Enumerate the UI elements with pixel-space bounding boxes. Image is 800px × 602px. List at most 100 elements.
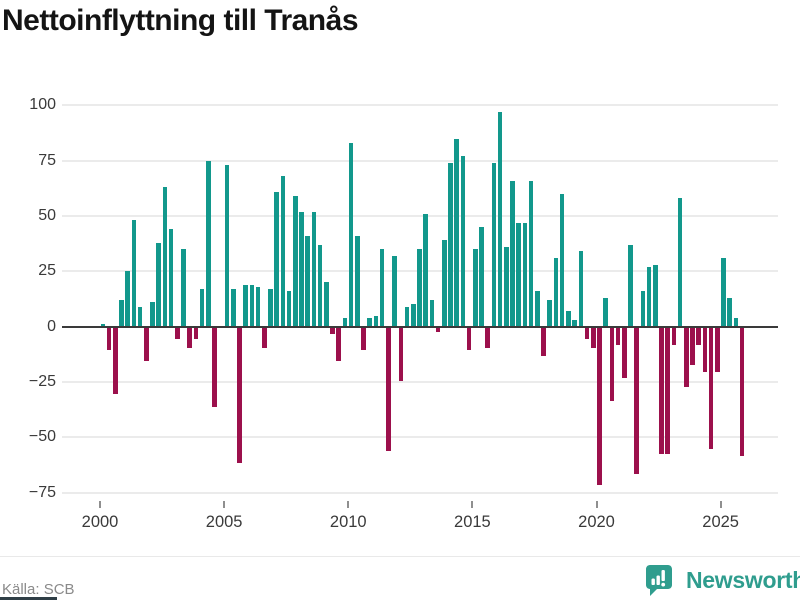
- bar: [696, 327, 701, 346]
- gridline: [62, 491, 778, 494]
- page-title: Nettoinflyttning till Tranås: [2, 4, 359, 37]
- bar: [212, 327, 217, 408]
- bar: [578, 251, 584, 327]
- bar: [237, 327, 242, 463]
- x-axis-tick-label: 2000: [81, 513, 119, 531]
- gridline: [62, 104, 778, 107]
- x-axis-tick-mark: [99, 501, 101, 508]
- bar: [547, 300, 553, 327]
- bar: [448, 162, 453, 327]
- bar: [243, 284, 248, 327]
- gridline: [62, 215, 778, 217]
- bar: [454, 138, 459, 327]
- y-axis-tick-label: −50: [28, 428, 56, 446]
- bar: [559, 193, 565, 327]
- bar: [541, 327, 546, 357]
- bar: [398, 327, 404, 381]
- bar: [733, 317, 739, 327]
- newsworthy-logo-text: Newsworthy: [686, 567, 800, 593]
- bar: [410, 304, 416, 327]
- bar: [373, 315, 379, 327]
- bar: [584, 327, 590, 339]
- bar: [355, 235, 360, 327]
- bar: [640, 291, 646, 327]
- x-axis-tick-label: 2015: [454, 513, 491, 531]
- bar: [472, 249, 478, 327]
- bar: [702, 327, 708, 372]
- bar: [131, 220, 137, 327]
- x-axis-tick-label: 2010: [329, 513, 367, 531]
- bar: [342, 317, 348, 327]
- x-axis-tick-label: 2020: [578, 513, 615, 531]
- bar: [119, 300, 124, 327]
- bar: [113, 327, 118, 394]
- bar: [535, 291, 540, 327]
- bar: [497, 112, 503, 327]
- bar: [230, 289, 236, 327]
- bar: [504, 246, 509, 327]
- bar: [249, 284, 255, 327]
- bar: [125, 271, 131, 327]
- x-axis-tick-label: 2005: [205, 513, 243, 531]
- gridline: [62, 436, 778, 439]
- x-axis-tick-mark: [595, 501, 598, 508]
- bar: [361, 327, 366, 350]
- bar: [609, 327, 615, 401]
- bar: [317, 244, 323, 327]
- x-axis-tick-mark: [471, 501, 474, 508]
- bar: [634, 327, 639, 474]
- bar: [479, 227, 484, 327]
- bar: [274, 191, 279, 327]
- bar: [268, 289, 273, 327]
- bar: [715, 327, 720, 372]
- bar: [528, 180, 534, 327]
- bar: [665, 327, 670, 454]
- y-axis-tick-label: 0: [47, 317, 56, 335]
- bar: [150, 302, 155, 327]
- bar: [305, 235, 310, 327]
- footer-separator: [0, 556, 800, 557]
- x-axis-tick-mark: [223, 501, 226, 508]
- y-axis-tick-label: 25: [38, 262, 56, 280]
- bar: [181, 249, 186, 327]
- newsworthy-logo-icon: [645, 564, 673, 597]
- bar: [417, 249, 422, 327]
- x-axis-tick-mark: [719, 501, 722, 508]
- bar: [193, 327, 199, 339]
- bar: [286, 291, 292, 327]
- y-axis-tick-label: 50: [38, 207, 56, 224]
- bar: [175, 327, 180, 339]
- bar: [466, 327, 472, 350]
- y-axis-tick-label: 100: [29, 96, 56, 114]
- bar: [255, 286, 261, 327]
- bar: [460, 156, 466, 327]
- bar: [280, 176, 286, 327]
- bar: [348, 143, 354, 327]
- bar: [684, 327, 689, 388]
- bar: [727, 297, 733, 327]
- bar: [597, 327, 602, 485]
- bar: [646, 266, 652, 327]
- bar: [162, 187, 168, 327]
- bar: [404, 306, 410, 327]
- bar: [708, 327, 714, 450]
- bar: [137, 306, 143, 327]
- bar: [379, 249, 385, 327]
- newsworthy-logo: Newsworthy: [645, 563, 800, 597]
- bar: [367, 317, 373, 327]
- gridline: [62, 380, 778, 383]
- bar: [621, 327, 627, 379]
- source-credit: Källa: SCB: [2, 581, 75, 598]
- bar: [491, 162, 497, 327]
- bar: [199, 289, 205, 327]
- bar: [485, 327, 490, 348]
- bar: [572, 319, 577, 327]
- bar: [324, 282, 329, 327]
- bar: [311, 211, 317, 327]
- bar: [429, 300, 435, 327]
- bar: [293, 196, 298, 327]
- bar: [615, 327, 621, 346]
- bar: [516, 222, 522, 327]
- bar: [336, 327, 342, 361]
